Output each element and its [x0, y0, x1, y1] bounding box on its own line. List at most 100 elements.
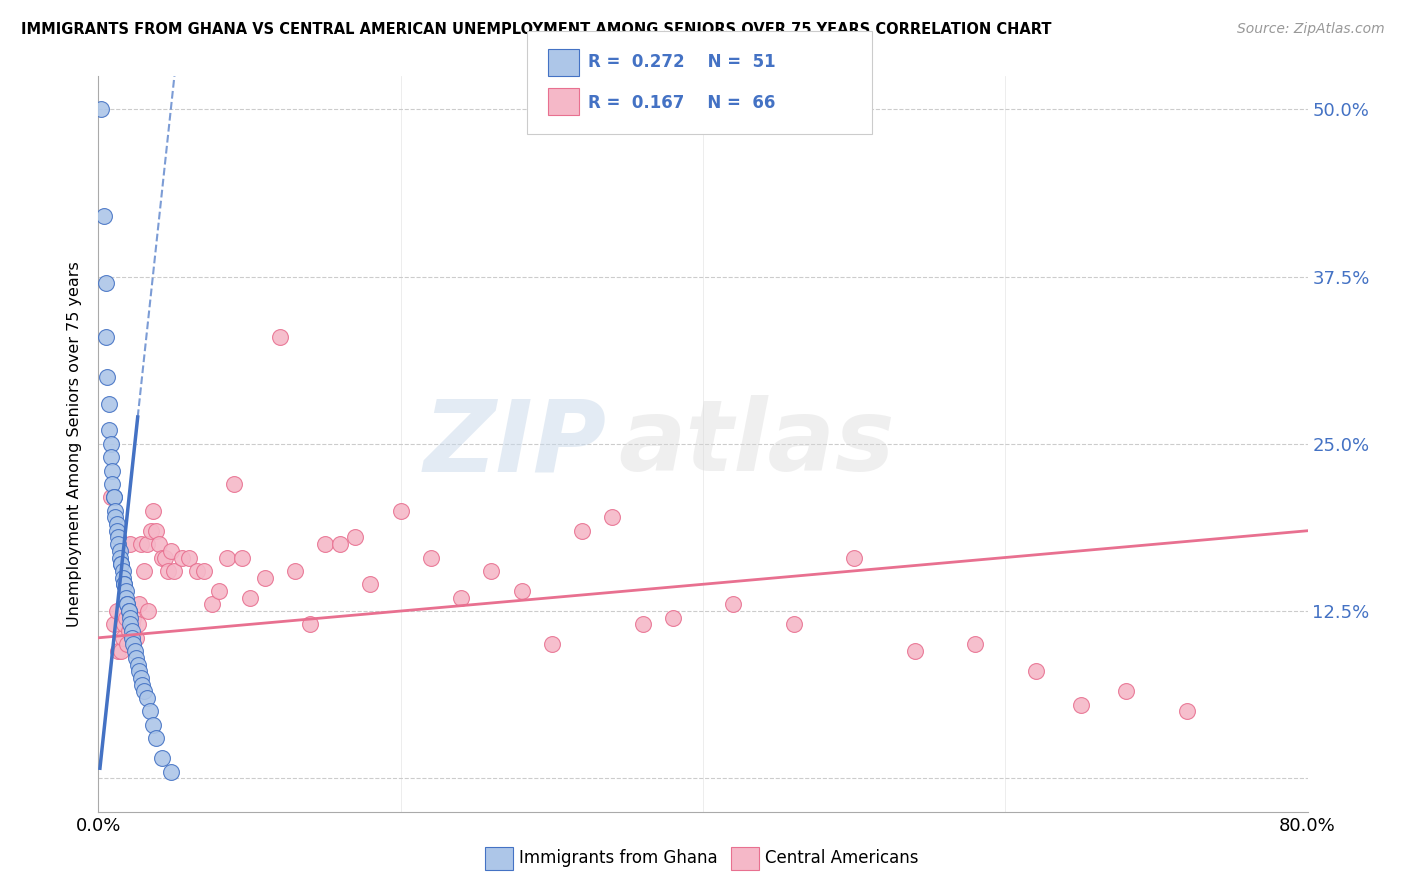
Point	[1175, 705, 1198, 719]
Point	[121, 617, 143, 632]
Point	[208, 583, 231, 598]
Point	[110, 557, 132, 572]
Point	[122, 610, 145, 624]
Point	[631, 617, 654, 632]
Point	[101, 464, 124, 478]
Point	[160, 764, 183, 779]
Point	[120, 617, 142, 632]
Point	[90, 102, 112, 116]
Point	[571, 524, 593, 538]
Point	[103, 491, 125, 505]
Point	[127, 617, 149, 632]
Point	[269, 329, 291, 343]
Point	[111, 631, 134, 645]
Point	[96, 369, 118, 384]
Point	[141, 524, 163, 538]
Point	[1024, 664, 1046, 679]
Point	[481, 564, 503, 578]
Point	[139, 705, 162, 719]
Point	[121, 631, 143, 645]
Point	[112, 577, 135, 591]
Point	[156, 564, 179, 578]
Point	[100, 491, 122, 505]
Point	[783, 617, 806, 632]
Point	[1115, 684, 1137, 698]
Point	[186, 564, 208, 578]
Point	[94, 276, 117, 290]
Point	[153, 550, 176, 565]
Point	[215, 550, 238, 565]
Point	[284, 564, 307, 578]
Text: Source: ZipAtlas.com: Source: ZipAtlas.com	[1237, 22, 1385, 37]
Point	[115, 598, 138, 612]
Point	[170, 550, 193, 565]
Point	[105, 604, 128, 618]
Point	[239, 591, 262, 605]
Point	[329, 537, 352, 551]
Point	[112, 577, 135, 591]
Point	[115, 598, 138, 612]
Point	[360, 577, 382, 591]
Point	[160, 543, 183, 558]
Point	[104, 510, 127, 524]
Point	[723, 598, 745, 612]
Text: Central Americans: Central Americans	[765, 849, 918, 867]
Point	[94, 329, 117, 343]
Point	[128, 598, 150, 612]
Point	[100, 450, 122, 464]
Point	[111, 564, 134, 578]
Point	[450, 591, 472, 605]
Point	[602, 510, 624, 524]
Point	[129, 537, 152, 551]
Point	[118, 604, 141, 618]
Point	[1070, 698, 1092, 712]
Point	[135, 537, 157, 551]
Point	[231, 550, 253, 565]
Point	[132, 684, 155, 698]
Point	[224, 476, 246, 491]
Point	[110, 644, 132, 658]
Point	[118, 624, 141, 639]
Text: Immigrants from Ghana: Immigrants from Ghana	[519, 849, 717, 867]
Point	[420, 550, 443, 565]
Text: R =  0.167    N =  66: R = 0.167 N = 66	[588, 94, 775, 112]
Point	[193, 564, 215, 578]
Point	[344, 530, 367, 544]
Point	[844, 550, 866, 565]
Point	[114, 610, 136, 624]
Point	[150, 751, 173, 765]
Point	[136, 604, 159, 618]
Point	[965, 637, 987, 651]
Point	[145, 731, 167, 746]
Point	[121, 624, 143, 639]
Point	[114, 583, 136, 598]
Point	[103, 491, 125, 505]
Point	[125, 631, 148, 645]
Point	[201, 598, 224, 612]
Point	[105, 524, 128, 538]
Point	[128, 664, 150, 679]
Point	[135, 690, 157, 705]
Point	[122, 637, 145, 651]
Point	[125, 651, 148, 665]
Point	[148, 537, 170, 551]
Point	[112, 617, 135, 632]
Point	[120, 537, 142, 551]
Text: R =  0.272    N =  51: R = 0.272 N = 51	[588, 54, 775, 71]
Point	[120, 610, 142, 624]
Point	[127, 657, 149, 672]
Point	[163, 564, 186, 578]
Text: ZIP: ZIP	[423, 395, 606, 492]
Point	[132, 564, 155, 578]
Point	[93, 209, 115, 223]
Point	[299, 617, 322, 632]
Point	[98, 424, 121, 438]
Point	[100, 436, 122, 450]
Point	[145, 524, 167, 538]
Point	[101, 476, 124, 491]
Y-axis label: Unemployment Among Seniors over 75 years: Unemployment Among Seniors over 75 years	[67, 260, 83, 627]
Point	[98, 396, 121, 410]
Point	[107, 644, 129, 658]
Point	[103, 617, 125, 632]
Point	[111, 571, 134, 585]
